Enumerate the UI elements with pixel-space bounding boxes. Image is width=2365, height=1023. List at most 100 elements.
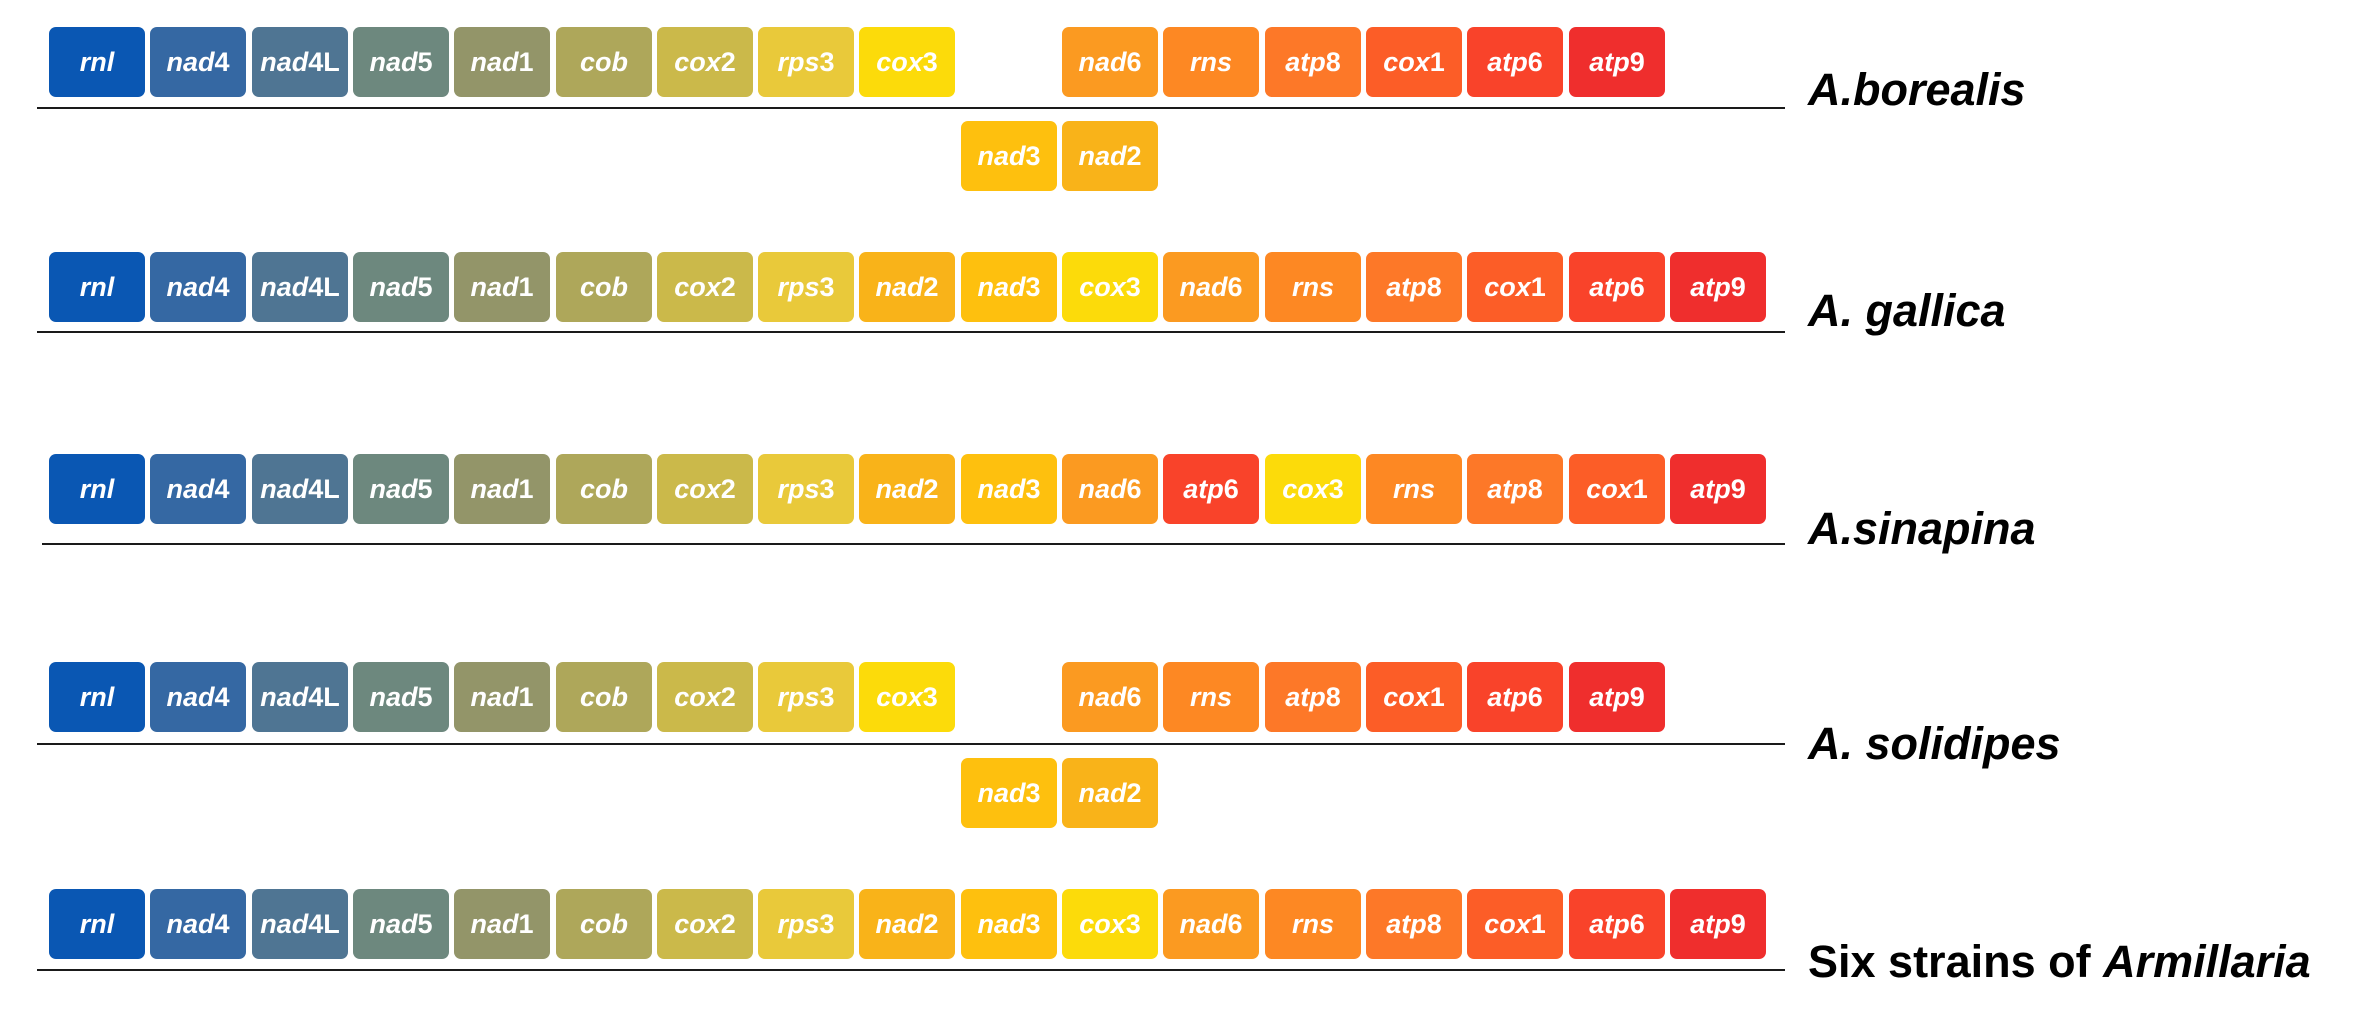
- gene-box-atp6: atp 6: [1569, 889, 1665, 959]
- gene-number: 3: [1125, 271, 1141, 302]
- gene-box-rnl: rnl: [49, 662, 145, 732]
- gene-number: 2: [1126, 140, 1142, 171]
- gene-number: 1: [1632, 473, 1648, 504]
- gene-box-nad5: nad 5: [353, 889, 449, 959]
- gene-name: cob: [579, 908, 628, 939]
- gene-name: atp: [1589, 271, 1630, 302]
- gene-box-atp8: atp 8: [1366, 252, 1462, 322]
- gene-box-nad5: nad 5: [353, 252, 449, 322]
- gene-box-atp9: atp 9: [1569, 662, 1665, 732]
- gene-box-nad4: nad 4: [150, 27, 246, 97]
- gene-number: 4: [214, 473, 230, 504]
- gene-box-atp8: atp 8: [1366, 889, 1462, 959]
- gene-number: 4: [214, 681, 230, 712]
- gene-name: rns: [1291, 908, 1335, 939]
- gene-box-atp9: atp 9: [1670, 252, 1766, 322]
- gene-box-nad1: nad 1: [454, 662, 550, 732]
- gene-number: 9: [1730, 473, 1746, 504]
- gene-box-rps3: rps 3: [758, 889, 854, 959]
- gene-number: 6: [1227, 271, 1243, 302]
- gene-box-nad6: nad 6: [1062, 27, 1158, 97]
- gene-name: nad: [977, 473, 1026, 504]
- gene-box-nad4L: nad 4L: [252, 889, 348, 959]
- species-name-part: A. gallica: [1808, 285, 2006, 336]
- gene-box-cob: cob: [556, 27, 652, 97]
- gene-box-nad1: nad 1: [454, 252, 550, 322]
- gene-name: nad: [166, 46, 215, 77]
- gene-box-rns: rns: [1265, 252, 1361, 322]
- gene-name: rnl: [79, 681, 115, 712]
- gene-box-nad4: nad 4: [150, 252, 246, 322]
- species-label-gallica: A. gallica: [1808, 285, 2006, 337]
- gene-number: 1: [518, 46, 534, 77]
- gene-name: atp: [1690, 473, 1731, 504]
- gene-name: cox: [1484, 908, 1531, 939]
- gene-box-cox1: cox 1: [1366, 27, 1462, 97]
- gene-number: 3: [922, 46, 938, 77]
- gene-name: nad: [369, 473, 418, 504]
- gene-box-nad3: nad 3: [961, 758, 1057, 828]
- gene-name: nad: [166, 473, 215, 504]
- gene-name: nad: [260, 473, 309, 504]
- gene-box-nad3: nad 3: [961, 454, 1057, 524]
- gene-name: nad: [1078, 473, 1127, 504]
- gene-name: cox: [674, 908, 721, 939]
- gene-box-cox1: cox 1: [1467, 889, 1563, 959]
- gene-box-atp6: atp 6: [1467, 662, 1563, 732]
- gene-number: 8: [1426, 271, 1442, 302]
- gene-number: 4: [214, 908, 230, 939]
- gene-number: 4L: [308, 46, 340, 77]
- gene-box-nad6: nad 6: [1163, 889, 1259, 959]
- gene-box-atp9: atp 9: [1670, 454, 1766, 524]
- gene-box-nad1: nad 1: [454, 889, 550, 959]
- species-label-six-strains: Six strains of Armillaria: [1808, 936, 2311, 988]
- species-name-part: Six strains of: [1808, 936, 2104, 987]
- gene-name: cox: [876, 46, 923, 77]
- gene-number: 2: [720, 681, 736, 712]
- gene-name: rns: [1392, 473, 1436, 504]
- gene-name: nad: [1078, 140, 1127, 171]
- gene-box-cox2: cox 2: [657, 252, 753, 322]
- gene-number: 3: [922, 681, 938, 712]
- gene-box-nad2: nad 2: [859, 454, 955, 524]
- gene-number: 2: [1126, 777, 1142, 808]
- gene-box-cox3: cox 3: [1265, 454, 1361, 524]
- gene-name: cox: [1079, 271, 1126, 302]
- gene-name: nad: [1179, 908, 1228, 939]
- gene-number: 3: [819, 681, 835, 712]
- gene-number: 3: [819, 473, 835, 504]
- species-label-borealis: A.borealis: [1808, 64, 2026, 116]
- gene-name: cob: [579, 46, 628, 77]
- gene-name: cox: [1282, 473, 1329, 504]
- genome-baseline: [37, 969, 1785, 971]
- gene-number: 3: [819, 908, 835, 939]
- gene-box-nad1: nad 1: [454, 27, 550, 97]
- gene-name: atp: [1589, 46, 1630, 77]
- gene-box-nad5: nad 5: [353, 662, 449, 732]
- gene-name: atp: [1285, 681, 1326, 712]
- gene-number: 3: [1025, 777, 1041, 808]
- gene-number: 2: [923, 271, 939, 302]
- gene-name: cob: [579, 271, 628, 302]
- gene-box-nad5: nad 5: [353, 454, 449, 524]
- gene-box-rnl: rnl: [49, 889, 145, 959]
- gene-number: 3: [819, 271, 835, 302]
- gene-box-rps3: rps 3: [758, 252, 854, 322]
- gene-name: rns: [1189, 681, 1233, 712]
- gene-number: 3: [1025, 473, 1041, 504]
- gene-name: atp: [1589, 681, 1630, 712]
- gene-number: 4: [214, 46, 230, 77]
- gene-name: nad: [470, 908, 519, 939]
- gene-number: 4L: [308, 473, 340, 504]
- gene-name: cox: [1484, 271, 1531, 302]
- gene-box-nad4: nad 4: [150, 662, 246, 732]
- gene-box-nad2: nad 2: [1062, 758, 1158, 828]
- gene-number: 1: [1530, 908, 1546, 939]
- species-name-part: A.borealis: [1808, 64, 2026, 115]
- gene-box-cob: cob: [556, 889, 652, 959]
- gene-name: nad: [977, 271, 1026, 302]
- gene-box-nad5: nad 5: [353, 27, 449, 97]
- gene-name: atp: [1690, 908, 1731, 939]
- gene-name: rps: [777, 271, 820, 302]
